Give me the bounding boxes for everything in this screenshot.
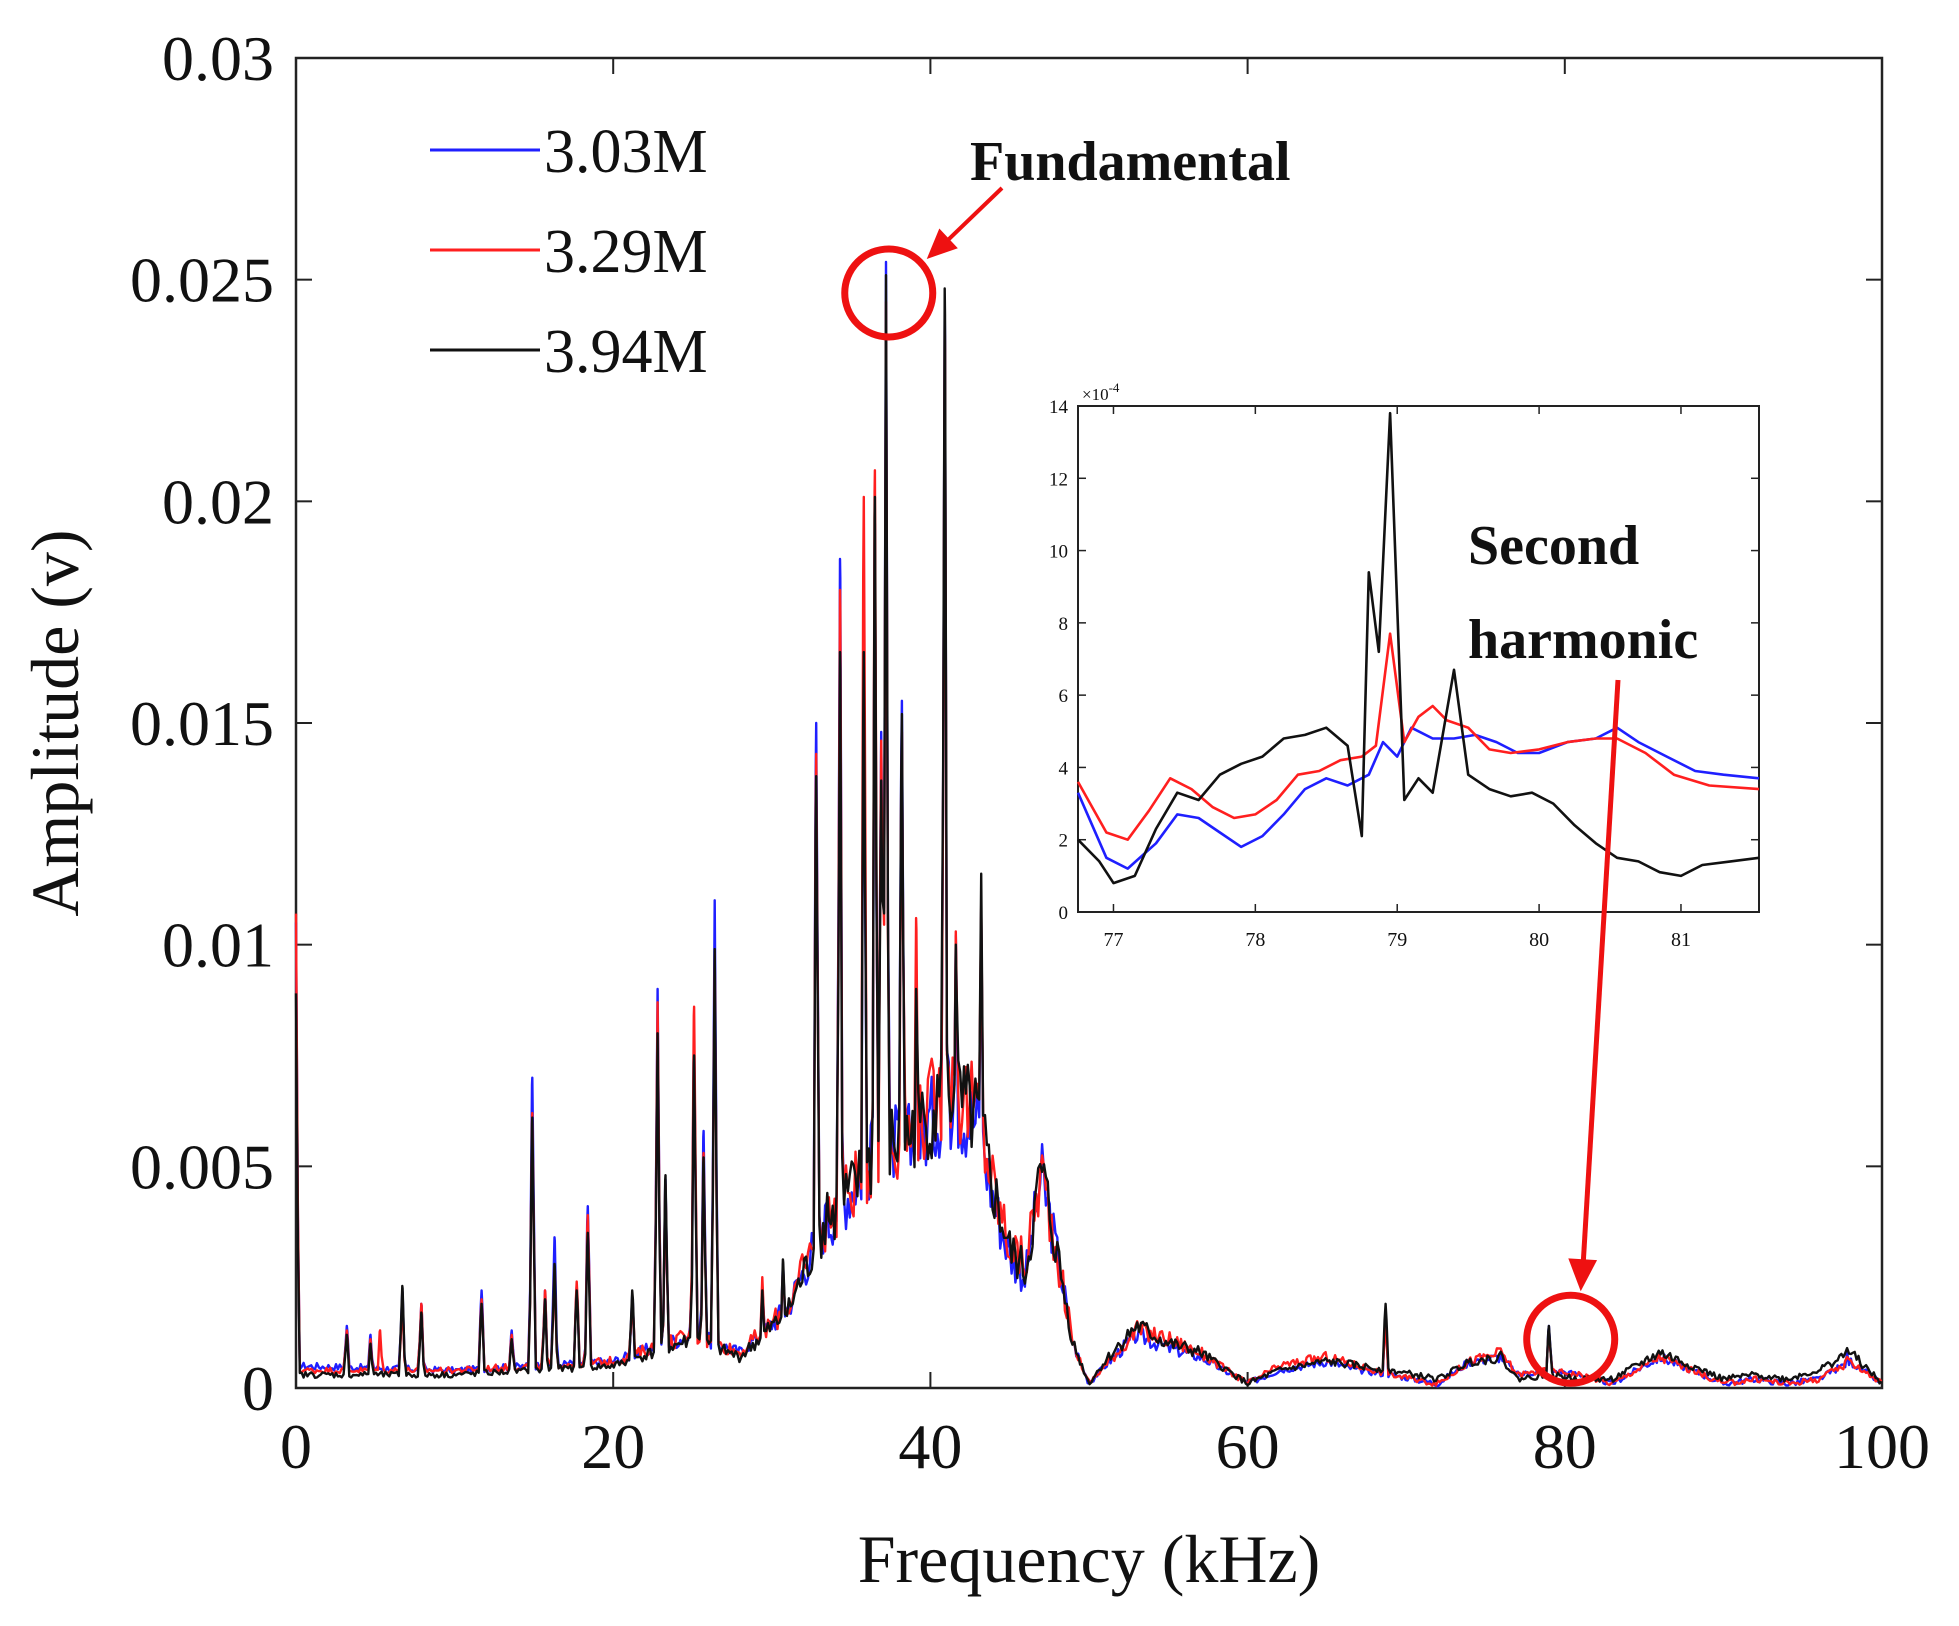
- x-axis-label: Frequency (kHz): [858, 1521, 1321, 1597]
- main-x-tick-labels: 0 20 40 60 80 100: [280, 1411, 1930, 1482]
- inset-y-tick-label: 12: [1049, 469, 1068, 490]
- y-tick-label: 0.015: [130, 688, 274, 759]
- inset-x-tick-label: 79: [1387, 929, 1407, 951]
- x-tick-label: 20: [581, 1411, 645, 1482]
- inset-plot-area: [1077, 405, 1760, 913]
- second-harmonic-arrowhead: [1568, 1258, 1598, 1292]
- y-tick-label: 0: [242, 1353, 274, 1424]
- fundamental-arrow: [939, 186, 1004, 249]
- legend-label-3.03M: 3.03M: [544, 118, 708, 186]
- inset-scale-base: ×10: [1082, 385, 1109, 404]
- main-y-tick-labels: 0 0.005 0.01 0.015 0.02 0.025 0.03: [130, 23, 274, 1424]
- inset-y-tick-label: 10: [1049, 542, 1068, 563]
- fundamental-arrowhead: [926, 228, 958, 259]
- y-tick-label: 0.03: [162, 23, 274, 94]
- y-tick-label: 0.01: [162, 910, 274, 981]
- fundamental-circle-marker: [841, 245, 937, 341]
- legend: 3.03M 3.29M 3.94M: [430, 118, 708, 386]
- inset-y-tick-label: 0: [1059, 903, 1069, 924]
- inset-y-tick-labels: 0 2 4 6 8 10 12 14: [1049, 397, 1069, 924]
- legend-label-3.29M: 3.29M: [544, 218, 708, 286]
- y-axis-label: Amplitude (v): [17, 529, 93, 916]
- inset-x-tick-label: 80: [1529, 929, 1549, 951]
- x-tick-label: 60: [1216, 1411, 1280, 1482]
- inset-y-tick-label: 14: [1049, 397, 1069, 418]
- inset-axis-ticks: [1078, 405, 1759, 913]
- inset-x-tick-labels: 77 78 79 80 81: [1103, 929, 1691, 951]
- y-tick-label: 0.025: [130, 245, 274, 316]
- inset-y-tick-label: 4: [1059, 758, 1069, 779]
- inset-x-tick-label: 77: [1103, 929, 1123, 951]
- annotation-second-harmonic-line2: harmonic: [1468, 609, 1698, 671]
- second-harmonic-arrow: [1580, 679, 1621, 1272]
- annotations: Fundamental Second harmonic: [841, 131, 1698, 1387]
- x-tick-label: 80: [1533, 1411, 1597, 1482]
- x-tick-label: 100: [1834, 1411, 1930, 1482]
- x-tick-label: 0: [280, 1411, 312, 1482]
- main-series-group: [294, 260, 1883, 1388]
- annotation-fundamental-label: Fundamental: [970, 131, 1291, 193]
- x-tick-label: 40: [898, 1411, 962, 1482]
- inset-y-tick-label: 6: [1059, 686, 1069, 707]
- y-tick-label: 0.02: [162, 466, 274, 537]
- inset-x-tick-label: 81: [1671, 929, 1691, 951]
- second-harmonic-circle-marker: [1523, 1291, 1619, 1387]
- inset-y-scale-label: ×10-4: [1082, 380, 1120, 404]
- legend-label-3.94M: 3.94M: [544, 318, 708, 386]
- series-line-3.94M: [294, 274, 1883, 1387]
- y-tick-label: 0.005: [130, 1131, 274, 1202]
- inset-x-tick-label: 78: [1245, 929, 1265, 951]
- inset-y-tick-label: 8: [1059, 614, 1069, 635]
- inset-y-tick-label: 2: [1059, 831, 1069, 852]
- inset-series-line-3.94M: [1077, 411, 1760, 885]
- inset-scale-exponent: -4: [1109, 380, 1120, 395]
- annotation-second-harmonic-line1: Second: [1468, 515, 1639, 577]
- inset-series-line-3.29M: [1076, 632, 1760, 842]
